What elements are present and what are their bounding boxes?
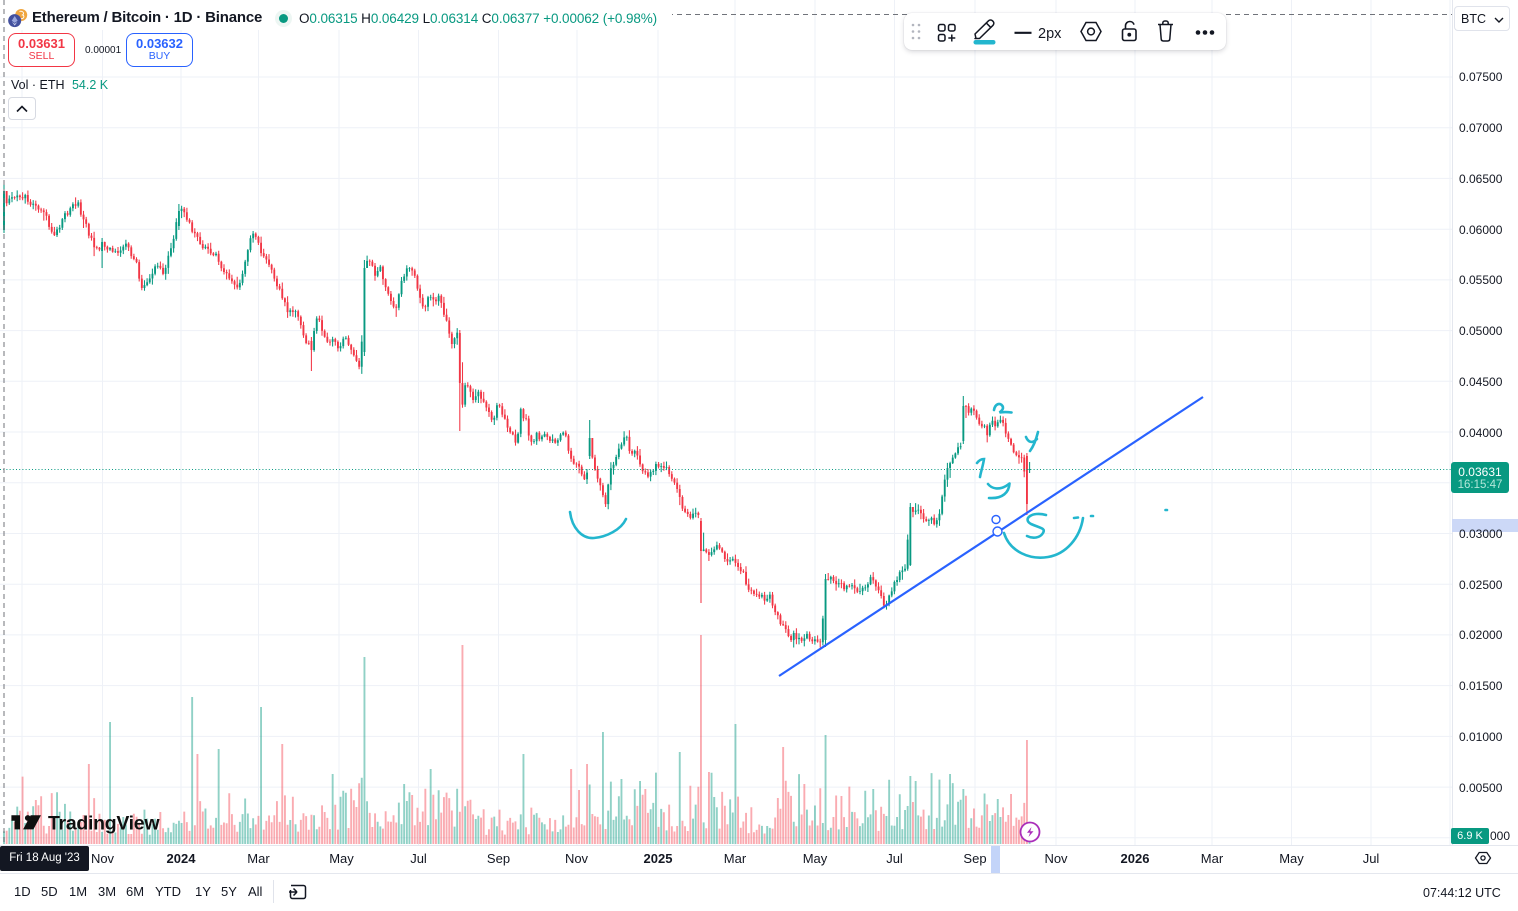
svg-text:2px: 2px — [1038, 26, 1062, 42]
svg-text:TradingView: TradingView — [48, 813, 160, 835]
